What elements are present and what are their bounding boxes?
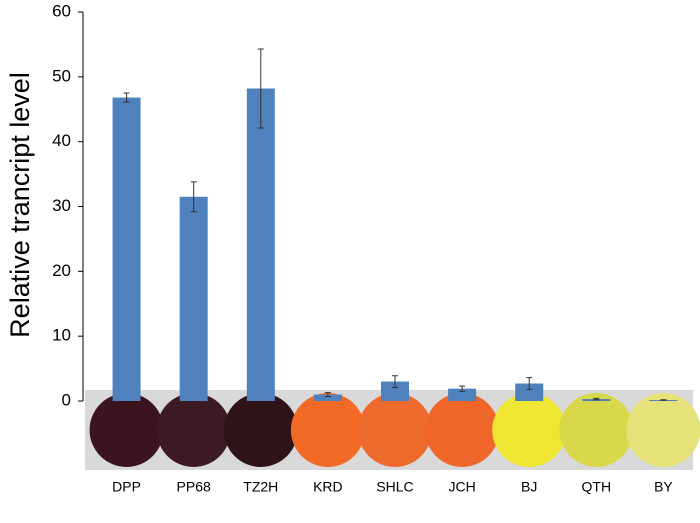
sample-image [425,393,500,467]
sample-image [358,393,432,467]
y-tick-label: 20 [52,261,71,280]
error-bar [660,399,667,401]
sample-image [89,393,164,467]
y-tick-label: 60 [52,1,71,20]
y-tick-label: 40 [52,131,71,150]
sample-image [290,393,365,467]
error-bar [190,181,197,213]
x-tick-label: SHLC [376,479,413,495]
error-bar [257,48,264,129]
error-bar [526,377,533,390]
sample-image [492,393,567,467]
bar [515,383,544,401]
sample-image [223,393,298,467]
y-tick-label: 50 [52,66,71,85]
bar [179,196,208,401]
error-bar [593,397,600,401]
sample-image [559,393,634,467]
error-bar [324,392,331,397]
y-tick-label: 30 [52,196,71,215]
sample-image [626,393,700,467]
y-tick-label: 10 [52,326,71,345]
y-tick-label: 0 [62,390,71,409]
error-bar [459,385,466,392]
bar [112,97,141,401]
sample-image [156,393,231,467]
x-tick-label: QTH [582,479,612,495]
x-tick-label: JCH [448,479,475,495]
bar [448,388,477,401]
error-bar [123,92,130,103]
x-tick-label: DPP [112,479,141,495]
bar [246,88,275,402]
y-axis-label: Relative trancript level [5,72,35,338]
x-tick-label: BJ [521,479,537,495]
error-bar [392,375,398,388]
x-tick-label: KRD [313,479,343,495]
bar [313,394,342,401]
bar [381,381,409,401]
x-tick-label: TZ2H [243,479,278,495]
x-tick-label: PP68 [177,479,211,495]
x-tick-label: BY [654,479,673,495]
